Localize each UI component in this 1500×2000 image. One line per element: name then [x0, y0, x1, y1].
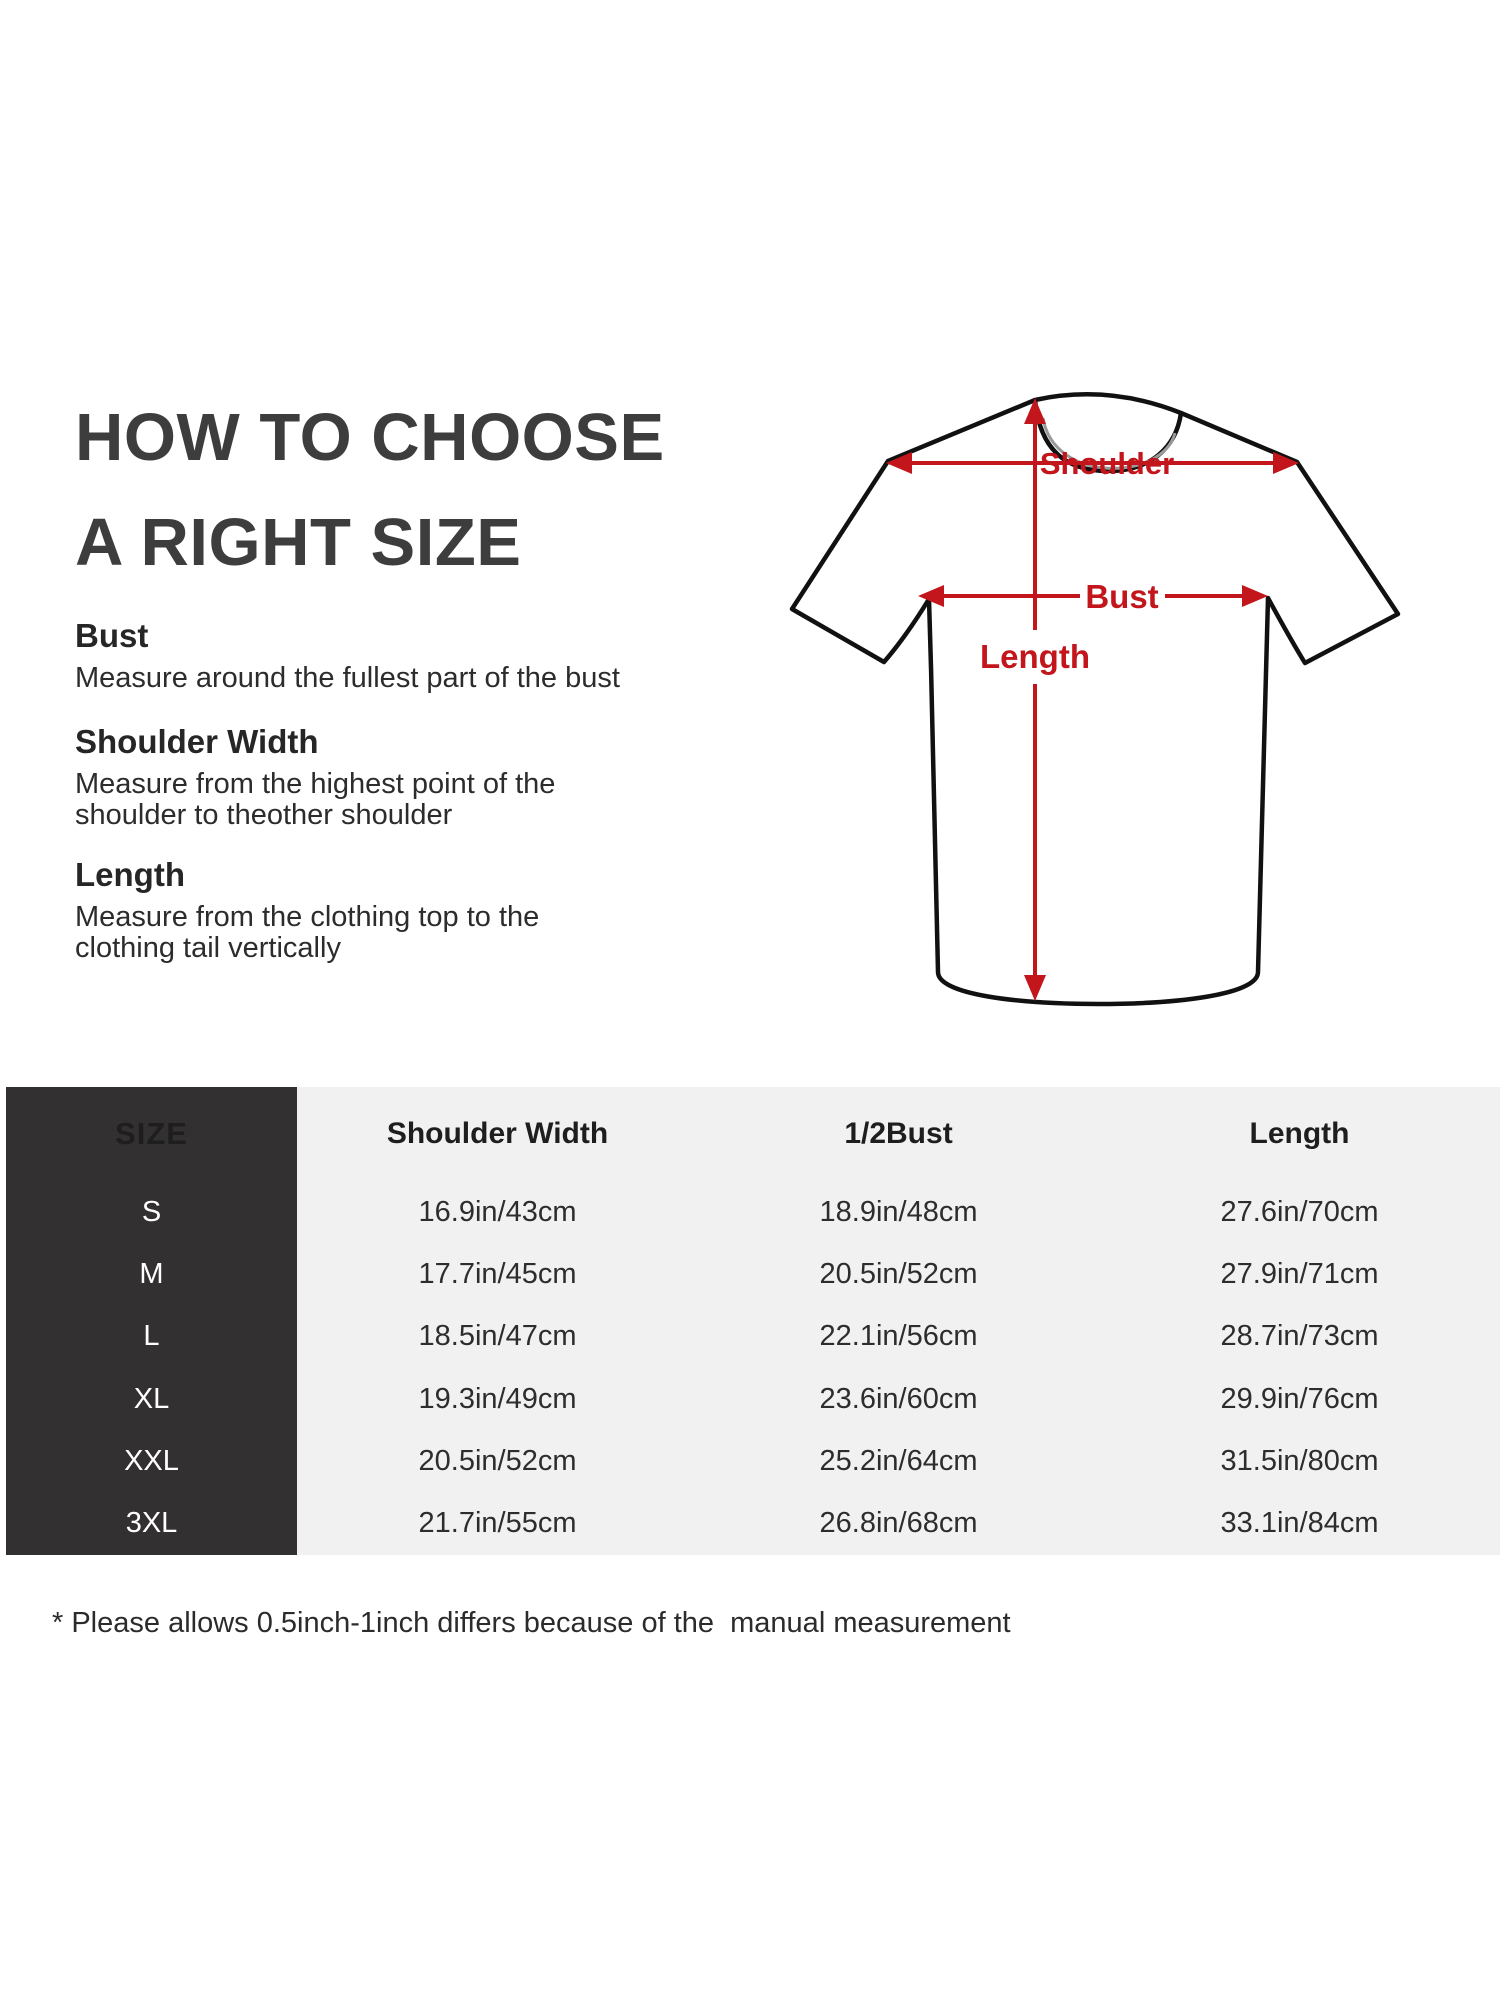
size-table-cell: 27.9in/71cm	[1220, 1257, 1379, 1290]
size-table-cell: 31.5in/80cm	[1220, 1444, 1379, 1477]
size-table-row-size: L	[6, 1305, 297, 1368]
instruction-length-heading: Length	[75, 856, 185, 893]
size-table-cell: 18.9in/48cm	[819, 1195, 978, 1228]
instruction-bust-heading: Bust	[75, 617, 149, 654]
instruction-shoulder-width: Shoulder Width Measure from the highest …	[75, 722, 695, 831]
size-table-cell: 29.9in/76cm	[1220, 1382, 1379, 1415]
page-title-line1: HOW TO CHOOSE	[75, 400, 665, 475]
page-title-line2: A RIGHT SIZE	[75, 505, 522, 580]
tshirt-measurement-diagram: Shoulder Bust Length	[600, 350, 1500, 1050]
instruction-shoulder-width-text: Measure from the highest point of the sh…	[75, 768, 556, 831]
size-table-cell: 20.5in/52cm	[418, 1444, 577, 1477]
size-table-header-size: SIZE	[6, 1087, 297, 1181]
shoulder-arrow	[886, 452, 1299, 474]
instruction-shoulder-width-heading: Shoulder Width	[75, 723, 319, 760]
size-table-cell: 21.7in/55cm	[418, 1507, 577, 1540]
size-table-cell: 22.1in/56cm	[819, 1320, 978, 1353]
instruction-bust: Bust Measure around the fullest part of …	[75, 616, 695, 694]
size-table-cell: 26.8in/68cm	[819, 1507, 978, 1540]
instruction-length-text: Measure from the clothing top to the clo…	[75, 901, 540, 964]
size-table-row-size: XXL	[6, 1430, 297, 1493]
instruction-bust-text: Measure around the fullest part of the b…	[75, 662, 620, 694]
size-table-cell: 25.2in/64cm	[819, 1444, 978, 1477]
collar-shadow-line	[1041, 417, 1177, 470]
size-table-cell: 20.5in/52cm	[819, 1257, 978, 1290]
length-arrow-label: Length	[980, 638, 1090, 675]
size-table-header-length: Length	[1249, 1117, 1350, 1150]
size-table-cell: 17.7in/45cm	[418, 1257, 577, 1290]
size-table-cell: 19.3in/49cm	[418, 1382, 577, 1415]
size-table-cell: 23.6in/60cm	[819, 1382, 978, 1415]
instruction-length: Length Measure from the clothing top to …	[75, 855, 695, 964]
size-table-header-shoulder-width: Shoulder Width	[386, 1117, 609, 1150]
page-title: HOW TO CHOOSE A RIGHT SIZE	[75, 385, 665, 595]
length-arrow	[1024, 398, 1046, 1001]
size-table-cell: 16.9in/43cm	[418, 1195, 577, 1228]
size-table-row-size: M	[6, 1243, 297, 1306]
size-table-cell: 18.5in/47cm	[418, 1320, 577, 1353]
size-table-row-size: 3XL	[6, 1492, 297, 1555]
bust-arrow	[918, 585, 1268, 607]
tshirt-diagram-svg: Shoulder Bust Length	[789, 392, 1401, 1007]
size-table-header-half-bust: 1/2Bust	[844, 1117, 953, 1150]
size-table-row-size: S	[6, 1181, 297, 1244]
bust-arrow-label: Bust	[1085, 578, 1158, 615]
size-table: SIZE Shoulder Width 1/2Bust Length S 16.…	[6, 1087, 1500, 1555]
size-table-cell: 27.6in/70cm	[1220, 1195, 1379, 1228]
tshirt-outline	[789, 392, 1401, 1007]
size-table-cell: 33.1in/84cm	[1220, 1507, 1379, 1540]
shoulder-arrow-label: Shoulder	[1040, 446, 1174, 481]
size-table-cell: 28.7in/73cm	[1220, 1320, 1379, 1353]
measurement-disclaimer: * Please allows 0.5inch-1inch differs be…	[52, 1607, 1011, 1639]
size-table-row-size: XL	[6, 1367, 297, 1431]
